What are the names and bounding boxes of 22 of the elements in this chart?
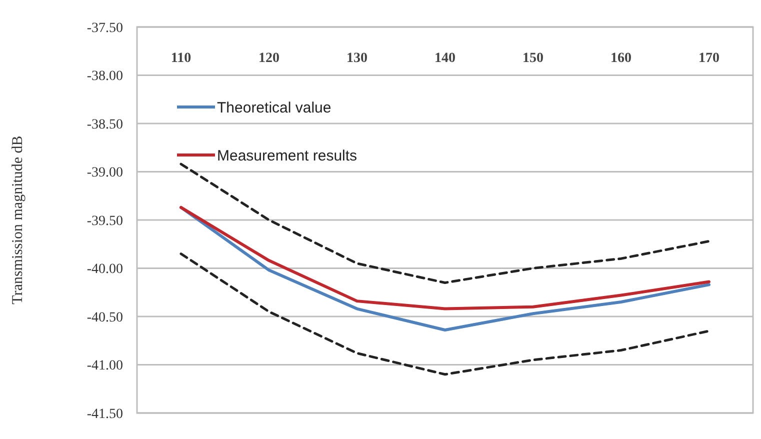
y-tick-label: -40.50 bbox=[86, 310, 123, 326]
y-tick-label: -39.00 bbox=[86, 166, 123, 181]
x-tick-label: 150 bbox=[522, 50, 544, 66]
y-tick-label: -41.50 bbox=[86, 406, 123, 422]
x-tick-label: 140 bbox=[434, 50, 456, 66]
x-tick-label: 170 bbox=[698, 50, 720, 66]
y-tick-label: -37.50 bbox=[86, 20, 123, 36]
x-tick-label: 130 bbox=[346, 50, 368, 66]
y-tick-label: -39.50 bbox=[86, 214, 123, 229]
legend-label: Theoretical value bbox=[217, 99, 332, 116]
line-series bbox=[180, 162, 710, 284]
y-tick-label: -40.00 bbox=[86, 262, 123, 278]
y-axis-title: Transmission magnitude dB bbox=[10, 136, 26, 304]
y-tick-label: -38.50 bbox=[86, 117, 123, 132]
y-tick-label: -38.00 bbox=[86, 69, 123, 84]
y-tick-label: -41.00 bbox=[86, 358, 123, 374]
x-tick-label: 110 bbox=[170, 50, 192, 66]
line-series bbox=[180, 206, 710, 310]
x-tick-label: 160 bbox=[610, 50, 632, 66]
x-tick-label: 120 bbox=[258, 50, 280, 66]
line-series bbox=[180, 252, 710, 376]
legend-label: Measurement results bbox=[217, 147, 358, 164]
